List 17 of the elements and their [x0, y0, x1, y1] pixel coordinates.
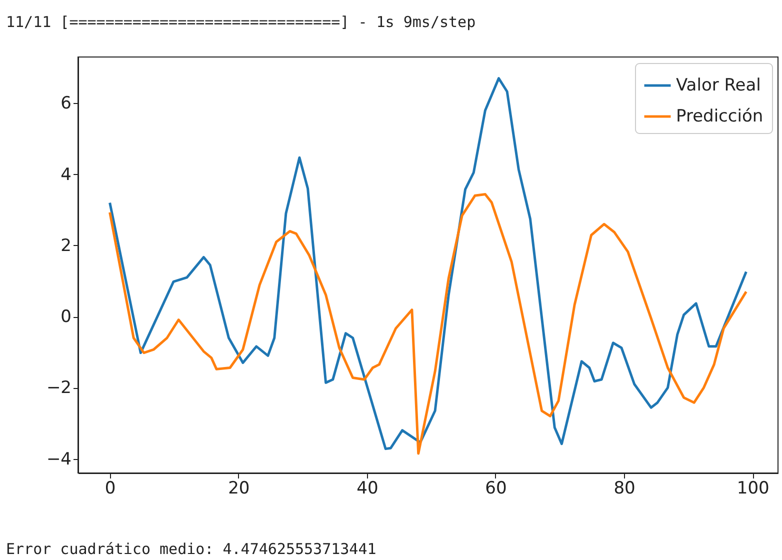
x-tick-label: 40	[356, 478, 378, 498]
y-tick-label: −4	[46, 449, 72, 470]
y-tick-label: 6	[60, 94, 72, 114]
y-tick-label: 0	[60, 307, 72, 328]
y-tick-label: 2	[60, 236, 72, 256]
line-series	[108, 192, 748, 455]
text: 11/11 [==============================] - 1s 9ms/step	[6, 13, 476, 31]
y-tick-label: 4	[60, 164, 72, 185]
y-tick-label: −2	[46, 378, 72, 398]
x-tick-label: 100	[736, 478, 770, 498]
legend-label: Valor Real	[676, 76, 761, 96]
x-tick-label: 0	[104, 478, 116, 498]
x-tick-label: 60	[485, 478, 507, 498]
legend-label: Predicción	[676, 106, 764, 126]
x-tick-label: 80	[614, 478, 636, 498]
text: Error cuadrático medio: 4.474625553713441	[6, 540, 376, 558]
x-tick-label: 20	[228, 478, 250, 498]
